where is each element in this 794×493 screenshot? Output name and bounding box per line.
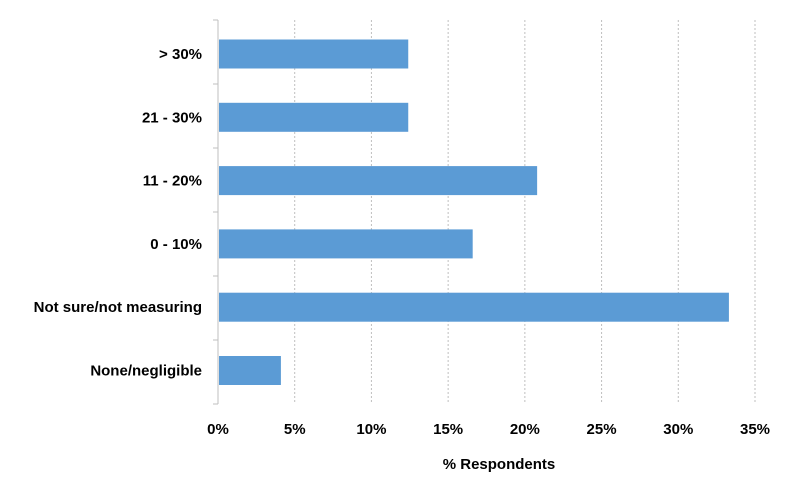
bar xyxy=(219,356,281,385)
bar xyxy=(219,229,473,259)
x-axis-title: % Respondents xyxy=(443,456,556,473)
x-tick-labels: 0% 5% 10% 15% 20% 25% 30% 35% xyxy=(207,421,770,438)
x-tick-label: 20% xyxy=(510,421,540,438)
x-tick-label: 0% xyxy=(207,421,229,438)
bar xyxy=(219,292,729,322)
category-label: 21 - 30% xyxy=(142,109,202,126)
bar xyxy=(219,102,409,132)
x-tick-label: 10% xyxy=(356,421,386,438)
bar xyxy=(219,39,409,69)
bar-layer xyxy=(219,39,729,385)
category-label: > 30% xyxy=(159,46,202,63)
category-label: Not sure/not measuring xyxy=(34,299,202,316)
x-tick-label: 35% xyxy=(740,421,770,438)
grid-layer xyxy=(213,19,756,405)
x-tick-label: 5% xyxy=(284,421,306,438)
x-tick-label: 30% xyxy=(663,421,693,438)
bar xyxy=(219,166,538,196)
category-label: 11 - 20% xyxy=(143,173,202,190)
category-label: 0 - 10% xyxy=(150,236,202,253)
category-labels: > 30% 21 - 30% 11 - 20% 0 - 10% Not sure/not… xyxy=(34,46,202,380)
x-tick-label: 25% xyxy=(587,421,617,438)
category-label: None/negligible xyxy=(90,363,202,380)
x-tick-label: 15% xyxy=(433,421,463,438)
